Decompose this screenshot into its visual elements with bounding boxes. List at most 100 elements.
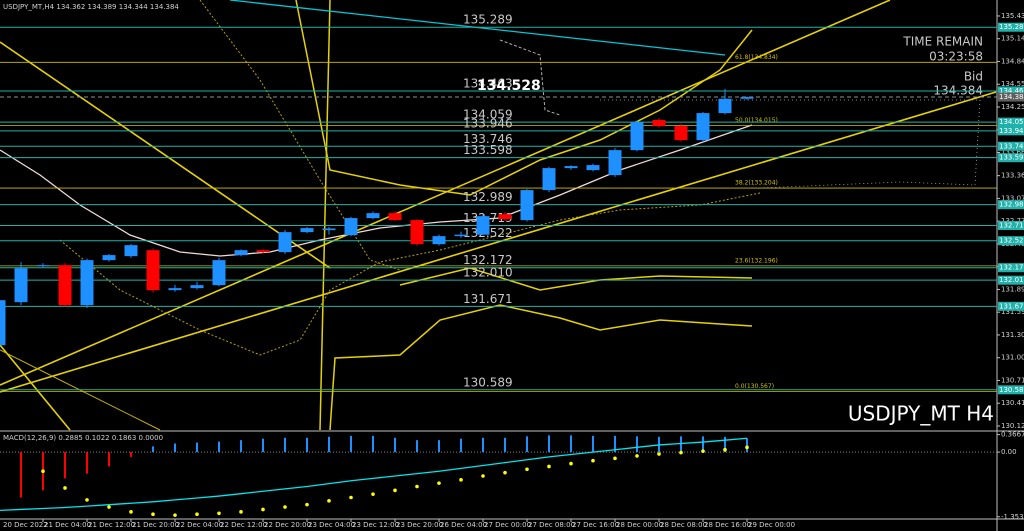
fib-label: 23.6(132.196) <box>735 257 778 264</box>
fib-label: 50.0(134.015) <box>735 117 778 124</box>
signal-dot <box>723 447 727 452</box>
y-tick-label: 131.595 <box>1001 308 1024 316</box>
histogram-bar <box>724 436 726 453</box>
low: 134.344 <box>119 3 148 11</box>
y-tick-label: 134.255 <box>1001 103 1024 111</box>
fib-label: 0.0(130.567) <box>735 383 774 390</box>
axis-level-box <box>998 141 1024 151</box>
candle-body <box>608 150 622 176</box>
histogram-bar <box>416 440 418 453</box>
candle-body <box>278 232 292 253</box>
candle-body <box>432 236 446 245</box>
candle-body <box>520 190 534 221</box>
axis-level-label: 134.463 <box>999 87 1024 95</box>
axis-level-label: 135.289 <box>999 23 1024 31</box>
axis-level-box <box>998 385 1024 395</box>
signal-dot <box>195 512 199 517</box>
histogram-bar <box>372 435 374 453</box>
candle-body <box>564 166 578 169</box>
axis-level-box <box>998 263 1024 273</box>
level-label: 133.598 <box>463 143 513 157</box>
axis-level-label: 131.671 <box>999 302 1024 310</box>
fib-label: 61.8(134.834) <box>735 54 778 61</box>
trendline <box>0 0 891 386</box>
histogram-bar <box>108 452 110 467</box>
signal-dot <box>63 486 67 490</box>
y-tick-label: 130.415 <box>1001 399 1024 407</box>
candle-body <box>542 168 556 191</box>
candle-body <box>454 234 468 237</box>
x-tick-label: 22 Dec 12:00 <box>220 521 267 529</box>
histogram-bar <box>504 437 506 453</box>
x-tick-label: 21 Dec 12:00 <box>88 521 135 529</box>
signal-dot <box>415 484 419 489</box>
bid-label: Bid <box>964 70 983 84</box>
symbol: USDJPY_MT,H4 <box>3 3 55 11</box>
axis-level-label: 130.589 <box>999 386 1024 394</box>
signal-dot <box>327 499 331 503</box>
x-tick-label: 23 Dec 20:00 <box>396 521 443 529</box>
macd-line <box>0 437 748 512</box>
watermark: USDJPY_MT H4 <box>848 402 994 426</box>
histogram-bar <box>262 438 264 453</box>
candle-body <box>652 120 666 127</box>
y-tick-label: 131.005 <box>1001 354 1024 362</box>
signal-dot <box>85 498 89 502</box>
histogram-bar <box>86 452 88 474</box>
candle-body <box>300 228 314 233</box>
fib-label: 38.2(133.204) <box>735 180 778 187</box>
open: 134.362 <box>56 3 85 11</box>
histogram-bar <box>350 435 352 453</box>
signal-dot <box>525 467 529 472</box>
histogram-bar <box>460 438 462 453</box>
y-tick-label: 133.070 <box>1001 194 1024 202</box>
trendline <box>0 91 997 393</box>
axis-level-label: 132.719 <box>999 221 1024 229</box>
axis-level-box <box>998 86 1024 96</box>
y-tick-label: 133.365 <box>1001 172 1024 180</box>
level-label: 133.946 <box>463 116 513 130</box>
candle-body <box>80 260 94 306</box>
histogram-bar <box>746 438 748 453</box>
candle-body <box>718 98 732 114</box>
x-tick-label: 27 Dec 16:00 <box>572 521 619 529</box>
y-tick-label: -1.3532 <box>1001 513 1024 521</box>
histogram-bar <box>526 436 528 453</box>
level-label: 131.671 <box>463 292 513 306</box>
candle-body <box>322 228 336 231</box>
histogram-bar <box>218 441 220 453</box>
candle-body <box>0 300 6 346</box>
candle-body <box>388 213 402 221</box>
moving-average <box>199 0 401 271</box>
axis-level-box <box>998 22 1024 32</box>
signal-dot <box>261 507 265 512</box>
axis-level-box <box>998 220 1024 230</box>
envelope-lower <box>329 304 753 431</box>
signal-dot <box>107 505 111 509</box>
histogram-bar <box>438 440 440 453</box>
time-remain: 03:23:58 <box>929 50 983 64</box>
signal-dot <box>613 456 617 461</box>
signal-dot <box>283 505 287 509</box>
x-tick-label: 23 Dec 12:00 <box>352 521 399 529</box>
candle-body <box>630 122 644 151</box>
candle-body <box>36 265 50 267</box>
signal-dot <box>547 464 551 469</box>
histogram-bar <box>680 436 682 453</box>
axis-level-label: 133.746 <box>999 142 1024 150</box>
signal-dot <box>481 474 485 478</box>
level-label: 132.989 <box>463 190 513 204</box>
x-tick-label: 23 Dec 04:00 <box>308 521 355 529</box>
histogram-bar <box>614 435 616 453</box>
trendline <box>0 344 71 431</box>
axis-level-label: 132.522 <box>999 237 1024 245</box>
y-tick-label: 130.710 <box>1001 376 1024 384</box>
x-tick-label: 27 Dec 00:00 <box>484 521 531 529</box>
histogram-bar <box>240 440 242 453</box>
candle-body <box>366 213 380 219</box>
signal-dot <box>393 488 397 493</box>
candle-body <box>344 218 358 236</box>
level-label: 133.746 <box>463 132 513 146</box>
